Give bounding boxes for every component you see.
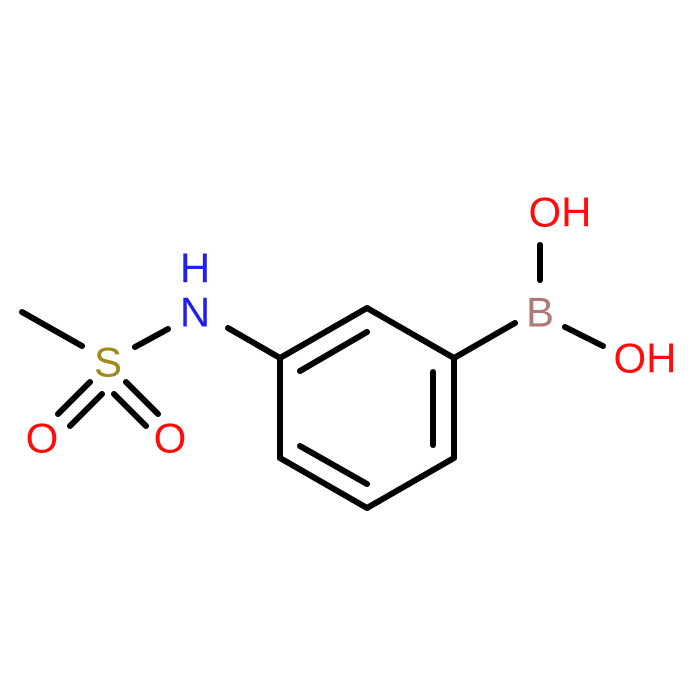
double-bond <box>123 379 161 417</box>
double-bond <box>297 443 370 487</box>
bond <box>364 305 457 361</box>
atom-label: N <box>180 289 210 336</box>
atom-label: OH <box>529 189 592 236</box>
bond <box>277 455 370 511</box>
double-bond <box>67 391 105 429</box>
bond <box>277 305 370 361</box>
bond <box>19 309 85 349</box>
atom-label: O <box>26 415 59 462</box>
bond <box>225 325 283 361</box>
atom-label: B <box>526 289 554 336</box>
double-bond <box>297 329 370 374</box>
double-bond <box>111 391 149 429</box>
atom-label: OH <box>614 335 677 382</box>
double-bond <box>55 379 93 417</box>
bond <box>451 320 518 361</box>
bonds <box>19 242 606 511</box>
atom-label: H <box>180 245 210 292</box>
atom-label: S <box>94 339 122 386</box>
bond <box>364 455 457 511</box>
bond <box>562 324 606 349</box>
atom-label: O <box>154 415 187 462</box>
bond <box>132 326 171 350</box>
